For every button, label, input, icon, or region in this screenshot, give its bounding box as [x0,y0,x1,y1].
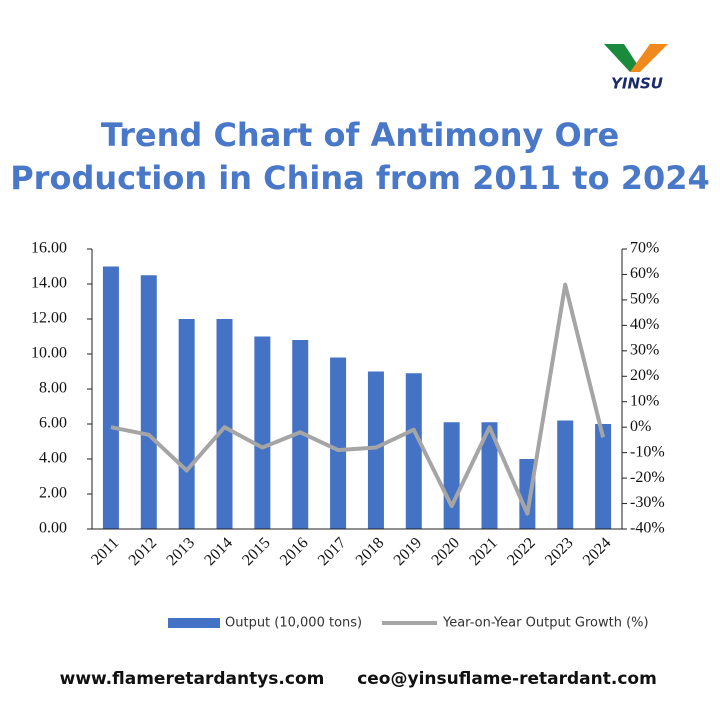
y-tick-label: 8.00 [39,380,67,397]
y-tick-label: 6.00 [39,415,67,432]
bar [178,319,195,529]
x-tick-label: 2024 [580,534,615,569]
x-tick-label: 2011 [88,534,122,568]
bar [292,340,309,529]
y-tick-label: 2.00 [39,485,67,502]
x-tick-label: 2019 [391,534,426,569]
x-tick-label: 2021 [466,534,501,569]
bar [443,422,460,529]
legend-swatch [168,618,220,628]
footer-email: ceo@yinsuflame-retardant.com [357,669,657,689]
line [110,282,606,516]
x-tick-label: 2013 [163,534,198,569]
bar [330,357,347,529]
bar [405,373,422,529]
y-tick-label: 14.00 [31,275,67,292]
logo: YINSU [604,44,668,93]
y2-tick-label: 70% [630,240,659,257]
y2-tick-label: 10% [630,392,659,409]
y2-tick-label: -20% [630,469,665,486]
x-tick-label: 2015 [239,534,274,569]
y2-tick-label: 20% [630,367,659,384]
y-tick-label: 0.00 [39,520,67,537]
bar [216,319,233,529]
logo-mark [630,44,668,72]
bar [140,275,157,529]
x-tick-label: 2023 [542,534,577,569]
chart-title: Production in China from 2011 to 2024 [10,159,710,197]
footer-website: www.flameretardantys.com [60,669,325,689]
bar [595,424,612,529]
x-tick-label: 2017 [315,534,350,569]
y2-tick-label: 50% [630,291,659,308]
y2-tick-label: 30% [630,341,659,358]
logo-mark [604,44,637,72]
y-tick-label: 12.00 [31,310,67,327]
x-tick-label: 2018 [353,534,388,569]
bar [519,459,536,529]
bar [557,420,574,529]
y-tick-label: 4.00 [39,450,67,467]
y2-tick-label: 40% [630,316,659,333]
chart-title: Trend Chart of Antimony Ore [101,116,619,154]
bar [481,422,498,529]
y2-tick-label: -40% [630,520,665,537]
x-tick-label: 2014 [201,534,236,569]
x-tick-label: 2022 [504,534,539,569]
x-tick-label: 2020 [428,534,463,569]
y2-tick-label: -30% [630,494,665,511]
legend-label: Output (10,000 tons) [225,616,362,631]
y-tick-label: 16.00 [31,240,67,257]
bar [102,266,119,529]
bar [367,371,384,529]
y2-tick-label: 0% [630,418,651,435]
logo-text: YINSU [611,75,663,93]
x-tick-label: 2012 [126,534,161,569]
bar [254,336,271,529]
x-tick-label: 2016 [277,534,312,569]
y2-tick-label: 60% [630,265,659,282]
y-tick-label: 10.00 [31,345,67,362]
y2-tick-label: -10% [630,443,665,460]
legend-label: Year-on-Year Output Growth (%) [442,616,649,631]
